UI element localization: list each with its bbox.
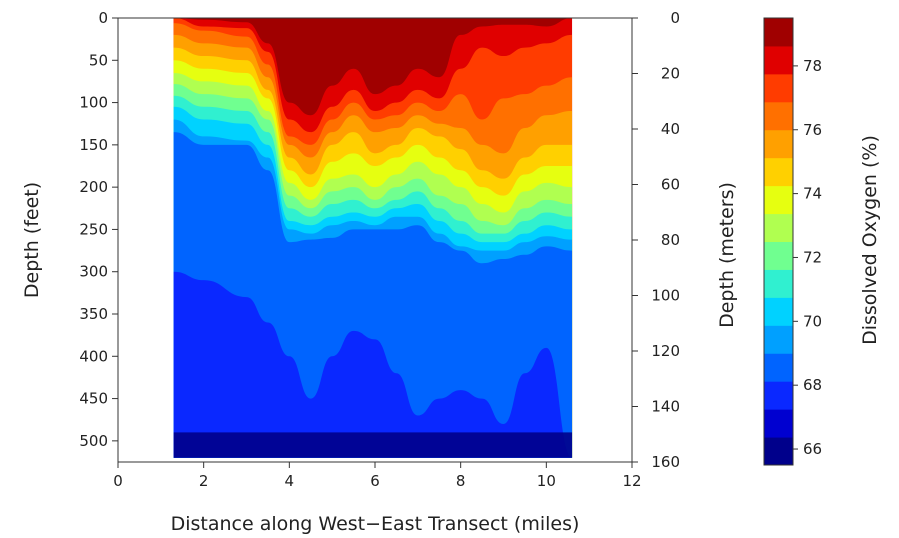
y-right-tick-label: 80 [661,231,680,249]
y-right-tick-label: 160 [651,453,680,471]
colorbar [764,18,793,466]
colorbar-swatch [764,73,793,103]
colorbar-label: Dissolved Oxygen (%) [859,135,881,345]
colorbar-tick-label: 70 [803,312,822,330]
colorbar-swatch [764,45,793,75]
y-right-tick-label: 100 [651,287,680,305]
x-axis-ticks: 0 2 4 6 8 10 12 [113,462,642,490]
colorbar-swatch [764,269,793,298]
colorbar-swatch [764,185,793,215]
colorbar-tick-label: 72 [803,248,822,266]
colorbar-swatch [764,241,793,270]
x-tick-label: 2 [199,472,209,490]
y-left-tick-label: 350 [79,305,108,323]
colorbar-tick-label: 74 [803,185,822,203]
colorbar-tick-label: 68 [803,376,822,394]
x-tick-label: 6 [370,472,380,490]
band-level-66 [173,271,573,458]
y-left-tick-label: 250 [79,220,108,238]
y-axis-left-label: Depth (feet) [21,182,43,298]
x-tick-label: 10 [537,472,556,490]
y-right-tick-label: 60 [661,176,680,194]
colorbar-tick-label: 78 [803,57,822,75]
x-axis-label: Distance along West−East Transect (miles… [171,513,580,535]
y-right-tick-label: 40 [661,120,680,138]
band-deepest [173,432,573,458]
y-left-tick-label: 50 [89,51,108,69]
y-left-tick-label: 500 [79,432,108,450]
colorbar-swatch [764,101,793,131]
x-tick-label: 4 [285,472,295,490]
colorbar-swatch [764,325,793,354]
y-right-tick-label: 0 [670,9,680,27]
y-left-tick-label: 150 [79,136,108,154]
colorbar-ticks: 66 68 70 72 74 76 78 [793,57,822,458]
y-right-tick-label: 20 [661,65,680,83]
colorbar-tick-label: 76 [803,121,822,139]
x-tick-label: 0 [113,472,123,490]
colorbar-swatch [764,157,793,187]
colorbar-tick-label: 66 [803,440,822,458]
colorbar-swatch [764,297,793,326]
colorbar-swatch [764,409,793,438]
y-axis-right-label: Depth (meters) [716,182,738,328]
colorbar-swatch [764,213,793,242]
y-left-tick-label: 300 [79,263,108,281]
colorbar-swatch [764,437,793,466]
colorbar-frame [763,17,794,466]
y-left-tick-label: 450 [79,390,108,408]
y-axis-left-ticks: 0 50 100 150 200 250 300 350 400 450 500 [79,9,118,450]
colorbar-swatch [764,381,793,410]
y-left-tick-label: 200 [79,178,108,196]
y-left-tick-label: 100 [79,94,108,112]
colorbar-swatch [764,18,793,47]
contour-bands [173,18,573,458]
x-tick-label: 12 [622,472,641,490]
y-right-tick-label: 140 [651,398,680,416]
x-tick-label: 8 [456,472,466,490]
y-right-tick-label: 120 [651,342,680,360]
colorbar-swatch [764,129,793,159]
colorbar-swatch [764,353,793,382]
y-left-tick-label: 400 [79,347,108,365]
y-left-tick-label: 0 [98,9,108,27]
y-axis-right-ticks: 0 20 40 60 80 100 120 140 160 [632,9,680,471]
